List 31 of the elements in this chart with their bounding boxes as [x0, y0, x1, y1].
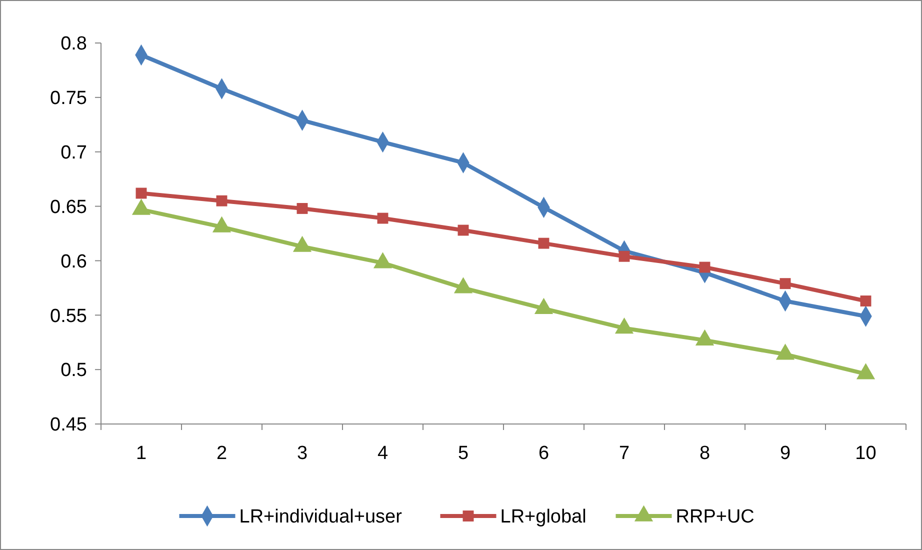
x-tick-label: 1 [136, 443, 147, 464]
x-tick-label: 9 [780, 443, 791, 464]
x-tick-label: 5 [458, 443, 469, 464]
y-tick-label: 0.65 [50, 196, 87, 218]
x-tick-label: 6 [538, 443, 550, 464]
y-tick-label: 0.5 [60, 360, 87, 382]
point [860, 296, 872, 306]
point [699, 262, 710, 273]
point [377, 212, 388, 224]
point [780, 278, 791, 290]
legend-label: LR+individual+user [239, 506, 403, 528]
legend-label: RRP+UC [676, 506, 754, 528]
y-tick-label: 0.55 [50, 306, 87, 327]
y-tick-label: 0.45 [50, 414, 87, 436]
point [618, 250, 630, 262]
y-tick-label: 0.75 [50, 88, 87, 110]
point [296, 202, 308, 214]
x-tick-label: 10 [855, 443, 876, 464]
x-tick-label: 8 [699, 443, 710, 464]
y-tick-label: 0.8 [60, 34, 87, 55]
point [216, 195, 228, 206]
point [458, 224, 469, 236]
x-tick-label: 7 [618, 443, 630, 464]
x-tick-label: 2 [216, 443, 228, 464]
y-tick-label: 0.7 [60, 142, 87, 164]
point [136, 188, 147, 199]
y-tick-label: 0.6 [60, 251, 87, 272]
point [538, 238, 550, 249]
x-tick-label: 3 [296, 443, 308, 464]
legend-label: LR+global [500, 506, 586, 528]
x-tick-label: 4 [377, 443, 388, 464]
